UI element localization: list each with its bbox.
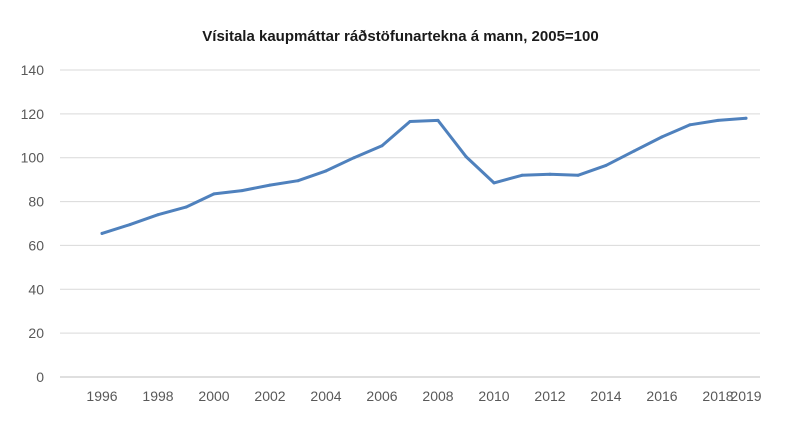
y-tick-label: 100 [21, 150, 45, 166]
data-point [688, 123, 692, 127]
y-tick-label: 0 [36, 369, 44, 385]
y-tick-label: 120 [21, 106, 45, 122]
x-tick-label: 2008 [422, 388, 453, 404]
gridlines [60, 69, 760, 378]
series-line [100, 116, 748, 235]
x-tick-label: 2019 [730, 388, 761, 404]
data-point [100, 231, 104, 235]
y-tick-label: 60 [28, 237, 44, 253]
data-point [268, 183, 272, 187]
y-tick-label: 40 [28, 281, 44, 297]
data-point [408, 120, 412, 123]
x-tick-label: 2004 [310, 388, 341, 404]
x-tick-label: 2010 [478, 388, 509, 404]
x-tick-label: 2016 [646, 388, 677, 404]
data-point [716, 118, 720, 122]
y-axis-ticks: 0 20 40 60 80 100 120 140 [21, 62, 45, 385]
data-point [492, 181, 496, 185]
x-tick-label: 1998 [142, 388, 173, 404]
series-layer [100, 116, 748, 235]
chart-title: Vísitala kaupmáttar ráðstöfunartekna á m… [202, 28, 599, 45]
x-tick-label: 2012 [534, 388, 565, 404]
x-tick-label: 2006 [366, 388, 397, 404]
x-axis-ticks: 1996 1998 2000 2002 2004 2006 2008 2010 2012 2014… [86, 388, 761, 404]
data-point [744, 116, 748, 120]
y-tick-label: 140 [21, 62, 45, 78]
data-point [464, 155, 468, 159]
x-tick-label: 2018 [702, 388, 733, 404]
data-point [520, 173, 524, 177]
x-tick-label: 2014 [590, 388, 621, 404]
data-point [324, 169, 328, 173]
data-point [548, 172, 552, 176]
x-tick-label: 2000 [198, 388, 229, 404]
data-point [296, 179, 300, 183]
data-point [660, 135, 664, 139]
data-point [212, 192, 216, 196]
data-point [380, 144, 384, 148]
data-point [436, 118, 440, 122]
data-point [604, 163, 608, 167]
data-point [352, 156, 356, 160]
data-point [184, 205, 188, 209]
data-point [576, 173, 580, 177]
data-point [156, 213, 160, 217]
data-point [240, 189, 244, 193]
data-point [632, 149, 636, 153]
x-tick-label: 1996 [86, 388, 117, 404]
y-tick-label: 80 [28, 194, 44, 210]
y-tick-label: 20 [28, 325, 44, 341]
data-point [128, 223, 132, 227]
x-tick-label: 2002 [254, 388, 285, 404]
